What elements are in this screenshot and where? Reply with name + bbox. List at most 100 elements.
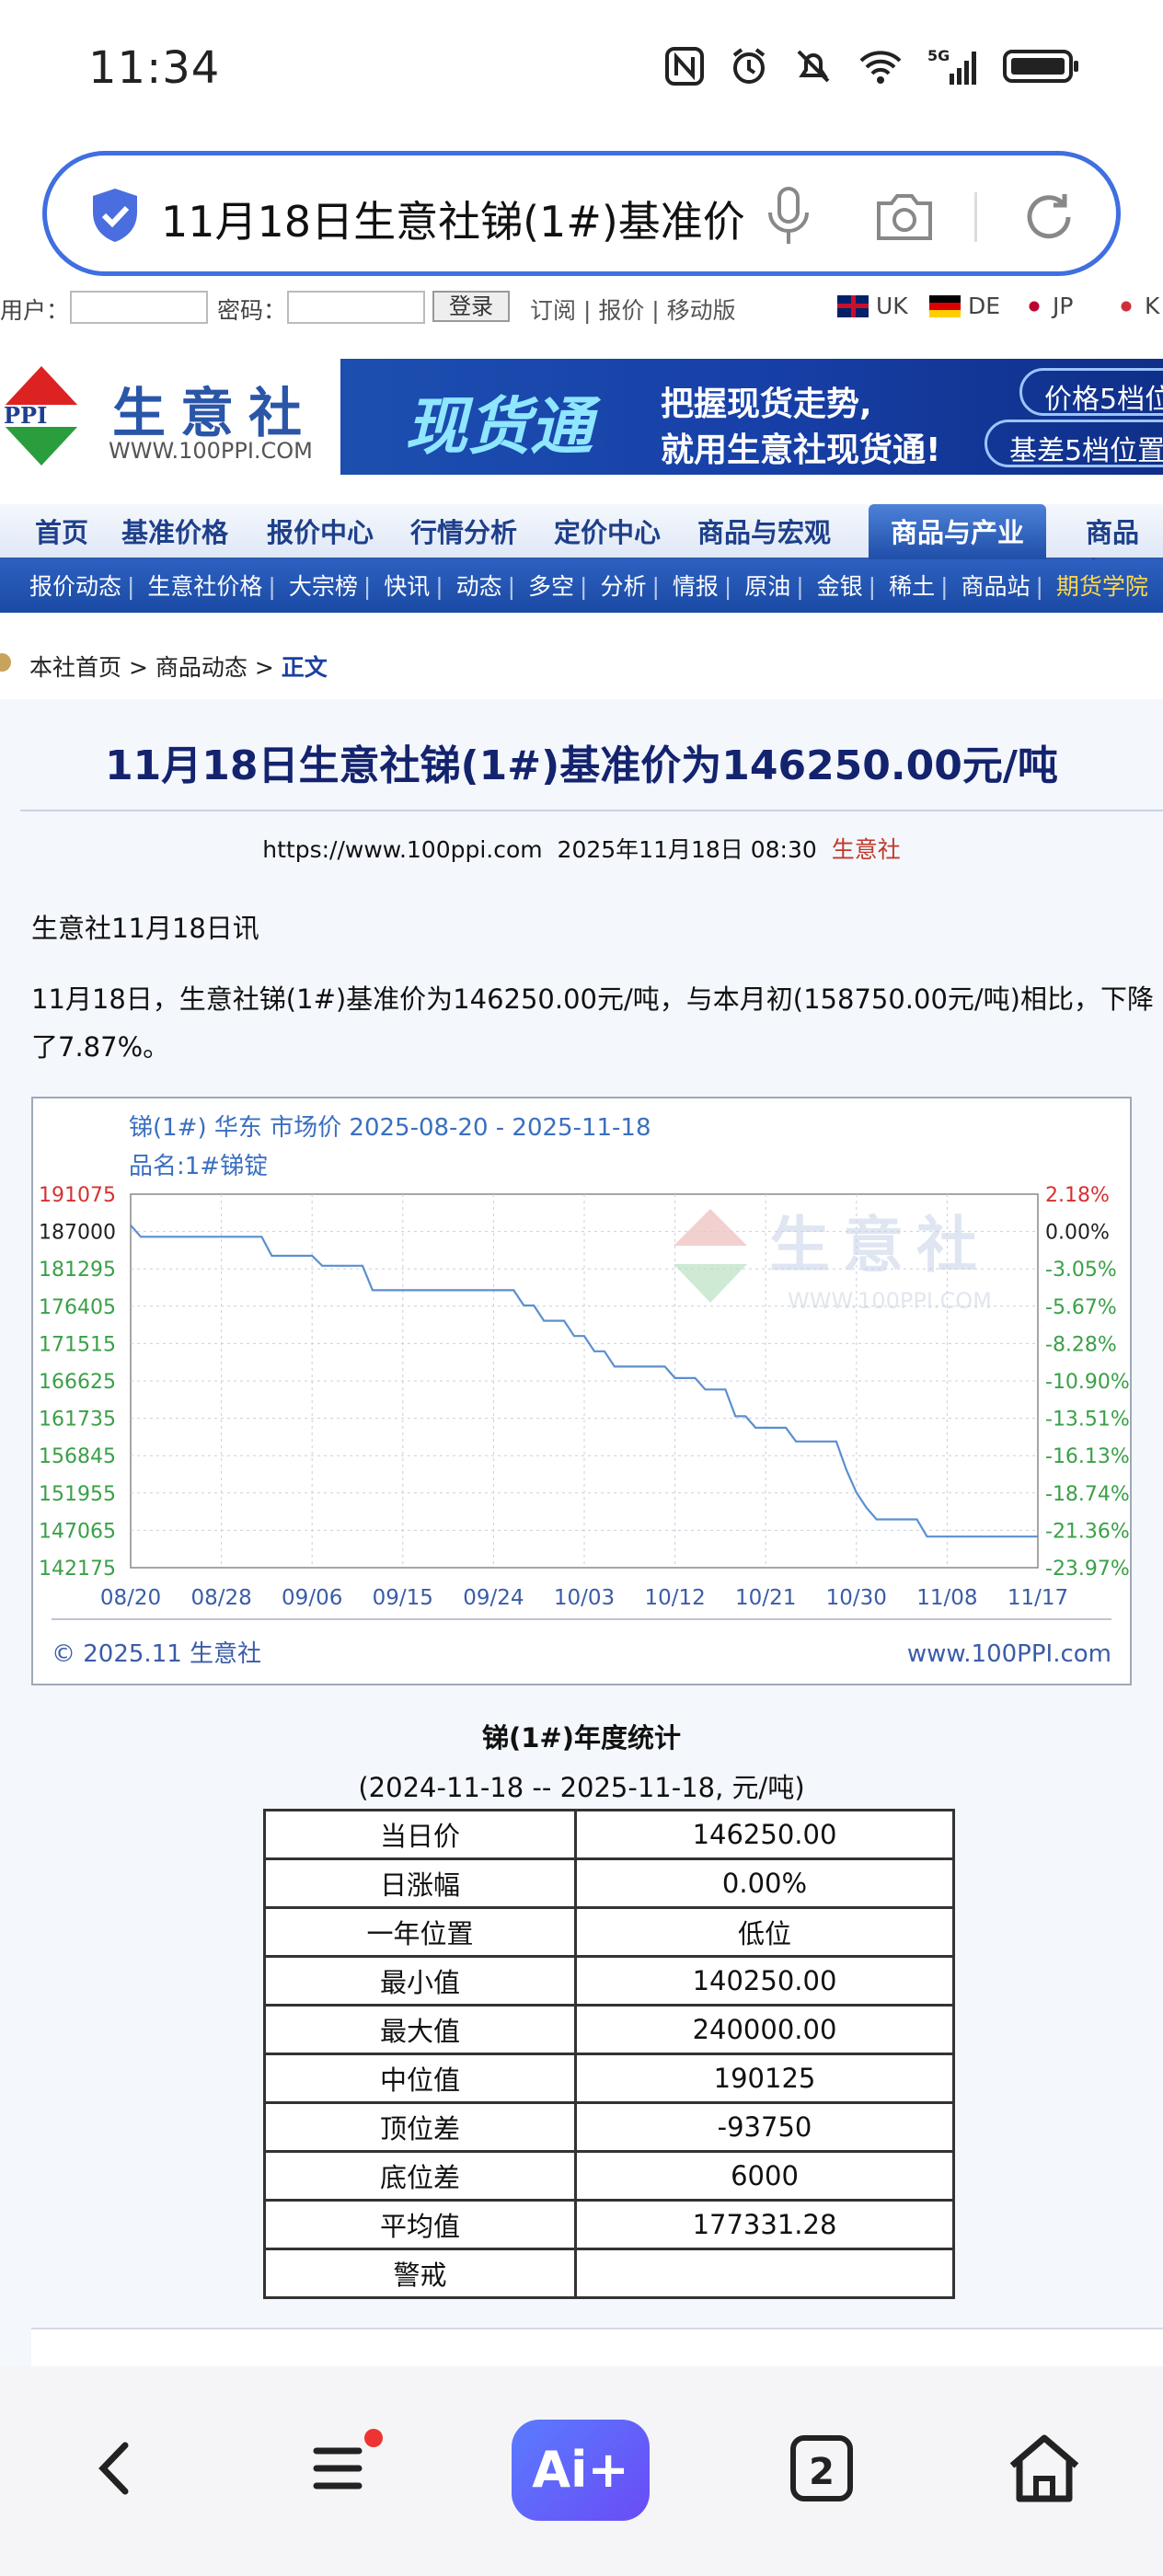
subnav-item[interactable]: 报价动态 — [29, 573, 122, 600]
subnav-item[interactable]: 分析 — [600, 573, 647, 600]
banner-title: 现货通 — [405, 391, 593, 464]
stats-value: -93750 — [574, 2101, 955, 2153]
stats-row: 顶位差 -93750 — [263, 2101, 955, 2153]
y2-tick-label: -10.90% — [1045, 1371, 1130, 1394]
subnav-item[interactable]: 金银 — [816, 573, 863, 600]
article-body: 11月18日，生意社锑(1#)基准价为146250.00元/吨，与本月初(158… — [31, 983, 1154, 1063]
nav-tab-analysis[interactable]: 行情分析 — [410, 517, 518, 548]
jp-flag-icon — [1023, 294, 1045, 317]
nav-tab-industry[interactable]: 商品与产业 — [869, 504, 1047, 559]
y-tick-label: 161735 — [39, 1409, 116, 1432]
uk-flag-icon — [837, 294, 869, 317]
username-input[interactable] — [70, 291, 208, 324]
x-tick-label: 08/20 — [100, 1586, 161, 1610]
sub-nav: 报价动态 | 生意社价格 | 大宗榜 | 快讯 | 动态 | 多空 | 分析 | 情报 | 原油… — [0, 559, 1163, 613]
stats-row: 最大值 240000.00 — [263, 2004, 955, 2055]
x-tick-label: 11/17 — [1008, 1586, 1068, 1610]
y2-tick-label: 0.00% — [1045, 1222, 1110, 1245]
login-bar: 用户： 密码： 登录 订阅 | 报价 | 移动版 UK DE JP K — [0, 283, 1163, 331]
y-tick-label: 142175 — [39, 1558, 116, 1581]
x-tick-label: 10/21 — [735, 1586, 796, 1610]
username-label: 用户： — [0, 297, 70, 324]
tabs-icon[interactable]: 2 — [771, 2418, 872, 2519]
lang-jp[interactable]: JP — [1023, 293, 1073, 319]
home-icon[interactable] — [994, 2418, 1095, 2519]
stats-row: 最小值 140250.00 — [263, 1955, 955, 2007]
subnav-item[interactable]: 商品站 — [961, 573, 1031, 600]
y2-tick-label: -8.28% — [1045, 1333, 1117, 1356]
lang-uk[interactable]: UK — [837, 293, 908, 319]
chart-footer-left: © 2025.11 生意社 — [52, 1640, 261, 1668]
nfc-icon — [664, 46, 705, 86]
login-button[interactable]: 登录 — [432, 291, 510, 322]
url-text[interactable]: 11月18日生意社锑(1#)基准价 — [161, 197, 745, 247]
y2-tick-label: -21.36% — [1045, 1520, 1130, 1543]
stats-key: 平均值 — [263, 2199, 577, 2250]
stats-row: 中位值 190125 — [263, 2053, 955, 2104]
subnav-item[interactable]: 动态 — [455, 573, 502, 600]
back-icon[interactable] — [64, 2418, 166, 2519]
ai-assistant-button[interactable]: Ai+ — [512, 2420, 650, 2521]
microphone-icon[interactable] — [765, 187, 812, 246]
bottom-nav: Ai+ 2 — [0, 2366, 1163, 2576]
article-lead: 生意社11月18日讯 — [31, 913, 259, 944]
subnav-item[interactable]: 原油 — [744, 573, 791, 600]
status-icons: 5G — [664, 46, 1080, 86]
chart-watermark-url: WWW.100PPI.COM — [788, 1288, 992, 1314]
stats-row: 一年位置 低位 — [263, 1906, 955, 1958]
password-input[interactable] — [287, 291, 425, 324]
stats-key: 中位值 — [263, 2053, 577, 2104]
subnav-item[interactable]: 生意社价格 — [147, 573, 263, 600]
article-source[interactable]: 生意社 — [831, 836, 901, 863]
stats-row: 底位差 6000 — [263, 2150, 955, 2202]
svg-text:PPI: PPI — [4, 402, 47, 429]
y-tick-label: 147065 — [39, 1520, 116, 1543]
breadcrumb-section[interactable]: 商品动态 — [155, 654, 248, 681]
lang-de[interactable]: DE — [929, 293, 1000, 319]
nav-tab-quotes[interactable]: 报价中心 — [267, 517, 374, 548]
camera-icon[interactable] — [875, 190, 934, 242]
nav-tab-home[interactable]: 首页 — [35, 517, 89, 548]
y2-tick-label: -13.51% — [1045, 1409, 1130, 1432]
y-tick-label: 171515 — [39, 1333, 116, 1356]
address-bar[interactable]: 11月18日生意社锑(1#)基准价 — [42, 151, 1121, 276]
y-tick-label: 191075 — [39, 1184, 116, 1207]
stats-value: 240000.00 — [574, 2004, 955, 2055]
breadcrumb-home[interactable]: 本社首页 — [29, 654, 122, 681]
wifi-icon — [858, 46, 904, 86]
clock: 11:34 — [88, 42, 221, 94]
promo-banner[interactable]: 现货通 把握现货走势, 就用生意社现货通! 价格5档位 基差5档位置 — [340, 359, 1163, 475]
x-tick-label: 09/24 — [463, 1586, 524, 1610]
nav-tab-pricing[interactable]: 定价中心 — [554, 517, 662, 548]
subnav-item[interactable]: 稀土 — [889, 573, 936, 600]
chart-watermark: 生意社 — [769, 1210, 990, 1281]
battery-icon — [1003, 46, 1080, 86]
banner-line2: 就用生意社现货通! — [661, 431, 941, 469]
stats-key: 顶位差 — [263, 2101, 577, 2153]
article: 11月18日生意社锑(1#)基准价为146250.00元/吨 https://w… — [0, 699, 1163, 2383]
nav-tab-macro[interactable]: 商品与宏观 — [697, 517, 832, 548]
reload-icon[interactable] — [1022, 190, 1076, 244]
nav-tab-benchmark[interactable]: 基准价格 — [121, 517, 229, 548]
stats-key: 日涨幅 — [263, 1857, 577, 1909]
y-tick-label: 181295 — [39, 1259, 116, 1282]
subnav-item[interactable]: 大宗榜 — [288, 573, 358, 600]
divider — [974, 192, 977, 242]
subnav-item[interactable]: 情报 — [672, 573, 719, 600]
stats-value — [574, 2248, 955, 2299]
stats-value: 177331.28 — [574, 2199, 955, 2250]
article-datetime: 2025年11月18日 08:30 — [557, 836, 817, 863]
lang-kr[interactable]: K — [1115, 293, 1159, 319]
top-links[interactable]: 订阅 | 报价 | 移动版 — [530, 297, 736, 324]
stats-value: 140250.00 — [574, 1955, 955, 2007]
subnav-item[interactable]: 多空 — [528, 573, 575, 600]
subnav-item-futures-academy[interactable]: 期货学院 — [1055, 573, 1148, 600]
subnav-item[interactable]: 快讯 — [384, 573, 431, 600]
menu-icon[interactable] — [289, 2418, 390, 2519]
y2-tick-label: 2.18% — [1045, 1184, 1110, 1207]
x-tick-label: 10/03 — [554, 1586, 615, 1610]
article-url[interactable]: https://www.100ppi.com — [262, 836, 543, 863]
y-tick-label: 176405 — [39, 1296, 116, 1319]
logo-text[interactable]: 生意社 — [112, 382, 317, 444]
ppi-logo-icon[interactable]: PPI — [0, 362, 83, 469]
